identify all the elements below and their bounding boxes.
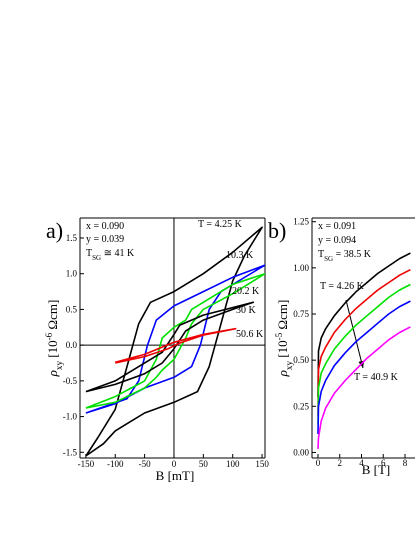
series-line: [317, 252, 411, 398]
rich-text: TSG ≅ 41 K: [86, 248, 135, 262]
text-part: T: [86, 248, 92, 259]
panel-label: b): [268, 218, 286, 243]
x-tick-label: -100: [107, 459, 124, 469]
x-tick-label: 2: [337, 458, 342, 468]
series-line: [317, 268, 411, 416]
x-axis-label: B [T]: [362, 462, 391, 477]
arrow: [345, 299, 365, 369]
text-part: ≅ 41 K: [101, 248, 135, 259]
y-tick-label: 0.25: [293, 401, 309, 411]
x-axis-label: B [mT]: [156, 468, 195, 483]
annotation: x = 0.090: [86, 221, 124, 232]
y-tick-label: -1.0: [63, 412, 78, 422]
x-tick-label: 50: [199, 459, 209, 469]
series-line: [317, 300, 411, 435]
text-part: [10: [45, 340, 60, 361]
rich-text: ρxy [10-6 Ωcm]: [44, 300, 64, 378]
text-part: xy: [284, 361, 294, 371]
text-part: ρ: [275, 370, 290, 377]
y-tick-label: -0.5: [63, 376, 78, 386]
text-part: [10: [275, 340, 290, 361]
plot-area: [85, 226, 265, 457]
panel-label: a): [46, 218, 63, 243]
series-label: T = 4.26 K: [320, 281, 365, 292]
text-part: -6: [44, 332, 54, 340]
x-tick-label: 8: [403, 458, 408, 468]
x-tick-label: 0: [316, 458, 321, 468]
y-tick-label: -1.5: [63, 447, 78, 457]
text-part: ρ: [45, 370, 60, 377]
y-tick-label: 1.25: [293, 217, 309, 227]
series-line: [317, 326, 411, 449]
series-label: 10.3 K: [226, 250, 254, 261]
y-tick-label: 0.0: [66, 340, 78, 350]
y-tick-label: 1.0: [66, 269, 78, 279]
annotation: y = 0.039: [86, 234, 124, 245]
text-part: -5: [274, 332, 284, 340]
x-tick-label: 100: [226, 459, 240, 469]
y-tick-label: 1.00: [293, 263, 309, 273]
text-part: xy: [54, 361, 64, 371]
text-part: SG: [92, 254, 101, 262]
text-part: SG: [324, 255, 333, 263]
series-label: T = 4.25 K: [198, 219, 243, 230]
y-tick-label: 0.00: [293, 447, 309, 457]
x-tick-label: 6: [381, 458, 386, 468]
annotation: x = 0.091: [318, 221, 356, 232]
x-tick-label: 150: [255, 459, 269, 469]
annotation: y = 0.094: [318, 235, 356, 246]
text-part: T: [318, 249, 324, 260]
x-tick-label: 0: [172, 459, 177, 469]
series-label: 50.6 K: [236, 329, 264, 340]
text-part: Ωcm]: [275, 300, 290, 333]
text-part: = 38.5 K: [333, 249, 372, 260]
series-label: 30 K: [236, 305, 257, 316]
x-tick-label: -150: [78, 459, 95, 469]
y-tick-label: 1.5: [66, 233, 78, 243]
series-label: 20.2 K: [232, 286, 260, 297]
series-line: [317, 283, 411, 425]
plot-area: [317, 252, 411, 449]
rich-text: ρxy [10-5 Ωcm]: [274, 300, 294, 378]
rich-text: TSG = 38.5 K: [318, 249, 372, 263]
x-tick-label: -50: [139, 459, 151, 469]
x-tick-label: 4: [359, 458, 364, 468]
text-part: Ωcm]: [45, 300, 60, 333]
y-tick-label: 0.50: [293, 355, 309, 365]
series-line: [114, 327, 237, 364]
y-tick-label: 0.5: [66, 304, 78, 314]
y-tick-label: 0.75: [293, 309, 309, 319]
series-label: T = 40.9 K: [354, 372, 399, 383]
